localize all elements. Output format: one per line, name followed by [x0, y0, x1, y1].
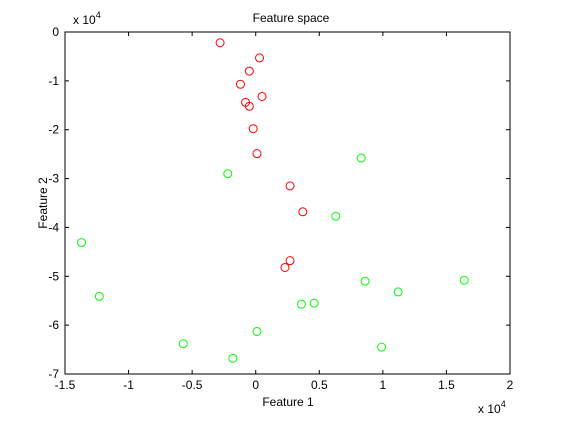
x-exponent-power: 4	[501, 399, 506, 409]
data-point-red	[285, 181, 295, 191]
data-point-green	[178, 339, 188, 349]
y-tick-label: 0	[52, 25, 59, 39]
data-point-green	[393, 287, 403, 297]
x-axis-label: Feature 1	[262, 395, 314, 409]
x-tick-label: -1.5	[55, 378, 76, 392]
data-point-green	[223, 169, 233, 179]
data-point-red	[215, 38, 225, 48]
data-point-red	[280, 262, 290, 272]
data-point-red	[235, 79, 245, 89]
data-point-green	[459, 275, 469, 285]
y-tick-label: -1	[48, 74, 59, 88]
y-axis-label: Feature 2	[36, 177, 50, 229]
x-exponent-base: x 10	[478, 402, 501, 416]
x-tick-label: -1	[123, 378, 134, 392]
data-point-green	[296, 299, 306, 309]
data-points	[77, 38, 469, 363]
data-point-red	[285, 256, 295, 266]
chart-title: Feature space	[253, 11, 330, 25]
data-point-green	[77, 238, 87, 248]
x-tick-label: 2	[507, 378, 514, 392]
data-point-red	[244, 101, 254, 111]
x-axis-ticks: -1.5 -1 -0.5 0 0.5 1 1.5 2	[55, 32, 514, 392]
x-tick-label: 0.5	[311, 378, 328, 392]
y-exponent-base: x 10	[73, 13, 96, 27]
data-point-red	[255, 53, 265, 63]
y-axis-ticks: 0 -1 -2 -3 -4 -5 -6 -7	[48, 25, 510, 381]
data-point-green	[331, 211, 341, 221]
x-tick-label: 0	[252, 378, 259, 392]
data-point-red	[244, 66, 254, 76]
data-point-green	[252, 326, 262, 336]
data-point-red	[252, 149, 262, 159]
x-tick-label: -0.5	[182, 378, 203, 392]
data-point-green	[360, 276, 370, 286]
y-tick-label: -7	[48, 367, 59, 381]
data-point-green	[309, 298, 319, 308]
y-tick-label: -2	[48, 123, 59, 137]
data-point-red	[248, 124, 258, 134]
y-tick-label: -6	[48, 318, 59, 332]
y-tick-label: -3	[48, 172, 59, 186]
data-point-green	[94, 291, 104, 301]
y-exponent-power: 4	[96, 10, 101, 20]
y-tick-label: -5	[48, 269, 59, 283]
data-point-red	[298, 207, 308, 217]
y-tick-label: -4	[48, 220, 59, 234]
y-axis-exponent: x 104	[73, 10, 101, 27]
data-point-red	[257, 91, 267, 101]
x-tick-label: 1	[380, 378, 387, 392]
data-point-green	[356, 153, 366, 163]
data-point-green	[228, 353, 238, 363]
x-axis-exponent: x 104	[478, 399, 506, 416]
plot-area	[64, 31, 511, 375]
x-tick-label: 1.5	[438, 378, 455, 392]
data-point-green	[377, 342, 387, 352]
